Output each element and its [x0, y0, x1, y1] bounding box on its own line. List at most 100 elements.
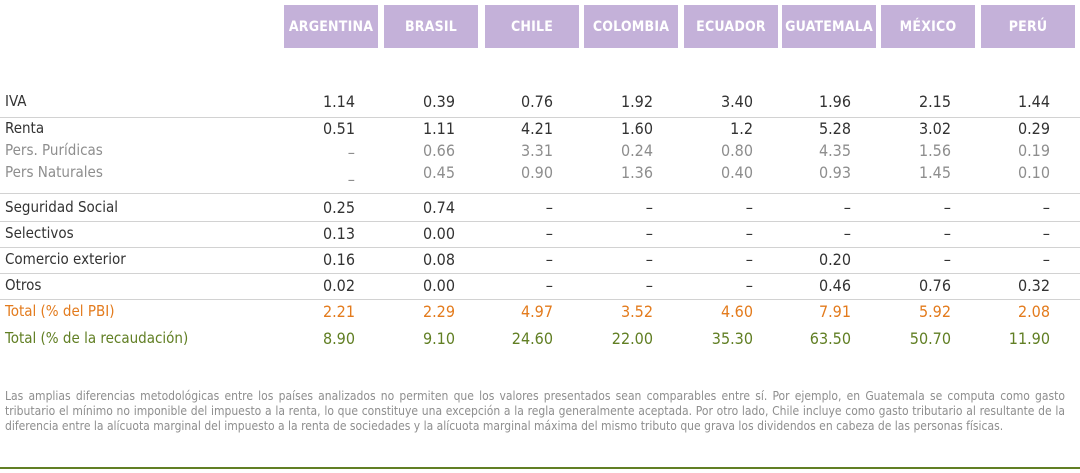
table-cell: 2.21 — [322, 302, 355, 321]
table-cell: – — [1042, 224, 1050, 243]
row-label: Comercio exterior — [5, 250, 126, 268]
table-cell: – — [347, 143, 355, 162]
row-separator — [0, 221, 1080, 222]
table-cell: – — [645, 198, 653, 217]
table-cell: – — [545, 250, 553, 269]
table-cell: 1.11 — [422, 119, 455, 138]
row-label: Total (% de la recaudación) — [5, 329, 189, 347]
table-cell: 2.29 — [422, 302, 455, 321]
table-cell: 8.90 — [322, 329, 355, 348]
column-header-3: COLOMBIA — [584, 5, 678, 48]
table-cell: 3.52 — [620, 302, 653, 321]
table-cell: 63.50 — [809, 329, 851, 348]
column-header-0: ARGENTINA — [284, 5, 378, 48]
table-cell: 1.60 — [620, 119, 653, 138]
table-cell: 4.97 — [520, 302, 553, 321]
row-label: Pers Naturales — [5, 163, 103, 181]
table-cell: 0.19 — [1017, 141, 1050, 160]
column-header-2: CHILE — [485, 5, 579, 48]
table-cell: – — [645, 250, 653, 269]
table-cell: 1.14 — [322, 92, 355, 111]
column-header-1: BRASIL — [384, 5, 478, 48]
table-cell: 0.13 — [322, 224, 355, 243]
table-cell: – — [347, 170, 355, 189]
table-cell: 0.80 — [720, 141, 753, 160]
row-label: IVA — [5, 92, 27, 110]
table-cell: 3.31 — [520, 141, 553, 160]
row-label: Otros — [5, 276, 42, 294]
table-cell: 0.16 — [322, 250, 355, 269]
table-cell: – — [745, 276, 753, 295]
table-cell: – — [1042, 250, 1050, 269]
table-cell: – — [843, 224, 851, 243]
row-label: Renta — [5, 119, 45, 137]
bottom-rule — [0, 467, 1080, 469]
table-cell: 3.02 — [918, 119, 951, 138]
table-cell: 0.51 — [322, 119, 355, 138]
table-cell: 0.20 — [818, 250, 851, 269]
table-cell: 0.76 — [520, 92, 553, 111]
table-cell: – — [545, 276, 553, 295]
table-cell: 0.24 — [620, 141, 653, 160]
table-cell: 4.60 — [720, 302, 753, 321]
table-cell: 1.96 — [818, 92, 851, 111]
row-label: Total (% del PBI) — [5, 302, 115, 320]
column-header-6: MÉXICO — [881, 5, 975, 48]
table-cell: 5.92 — [918, 302, 951, 321]
table-cell: 5.28 — [818, 119, 851, 138]
table-cell: 4.21 — [520, 119, 553, 138]
table-cell: 24.60 — [511, 329, 553, 348]
row-label: Seguridad Social — [5, 198, 118, 216]
table-cell: 0.90 — [520, 163, 553, 182]
table-cell: 0.39 — [422, 92, 455, 111]
table-cell: 0.29 — [1017, 119, 1050, 138]
table-cell: 0.25 — [322, 198, 355, 217]
table-cell: – — [545, 198, 553, 217]
row-label: Selectivos — [5, 224, 74, 242]
table-cell: 0.00 — [422, 276, 455, 295]
table-cell: 0.40 — [720, 163, 753, 182]
table-cell: – — [645, 276, 653, 295]
table-cell: 1.44 — [1017, 92, 1050, 111]
table-cell: 2.08 — [1017, 302, 1050, 321]
table-cell: 0.02 — [322, 276, 355, 295]
table-cell: 0.00 — [422, 224, 455, 243]
table-cell: 1.92 — [620, 92, 653, 111]
table-cell: 0.66 — [422, 141, 455, 160]
table-cell: 2.15 — [918, 92, 951, 111]
table-cell: 35.30 — [711, 329, 753, 348]
row-separator — [0, 247, 1080, 248]
table-cell: 0.10 — [1017, 163, 1050, 182]
row-separator — [0, 299, 1080, 300]
table-cell: 0.45 — [422, 163, 455, 182]
table-cell: 1.56 — [918, 141, 951, 160]
column-header-5: GUATEMALA — [782, 5, 876, 48]
table-cell: 4.35 — [818, 141, 851, 160]
table-cell: 1.45 — [918, 163, 951, 182]
column-header-4: ECUADOR — [684, 5, 778, 48]
table-cell: 0.46 — [818, 276, 851, 295]
row-separator — [0, 193, 1080, 194]
table-cell: 0.76 — [918, 276, 951, 295]
row-separator — [0, 273, 1080, 274]
table-cell: 7.91 — [818, 302, 851, 321]
table-cell: 3.40 — [720, 92, 753, 111]
table-cell: – — [943, 198, 951, 217]
table-cell: – — [943, 250, 951, 269]
table-cell: 1.2 — [730, 119, 753, 138]
table-cell: – — [943, 224, 951, 243]
table-cell: – — [745, 198, 753, 217]
table-cell: 1.36 — [620, 163, 653, 182]
table-cell: 0.74 — [422, 198, 455, 217]
table-cell: – — [1042, 198, 1050, 217]
table-cell: 0.32 — [1017, 276, 1050, 295]
table-cell: 0.08 — [422, 250, 455, 269]
table-cell: – — [545, 224, 553, 243]
row-separator — [0, 117, 1080, 118]
table-cell: – — [645, 224, 653, 243]
methodology-note: Las amplias diferencias metodológicas en… — [5, 389, 1065, 433]
table-cell: 0.93 — [818, 163, 851, 182]
table-cell: – — [745, 224, 753, 243]
table-cell: – — [843, 198, 851, 217]
table-cell: 50.70 — [909, 329, 951, 348]
